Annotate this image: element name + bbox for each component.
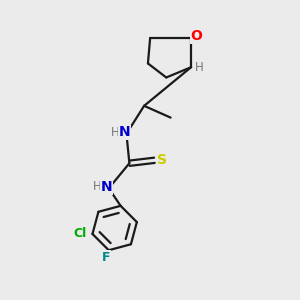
Text: S: S [157, 153, 167, 167]
Text: F: F [101, 251, 110, 264]
Text: N: N [100, 180, 112, 194]
Text: N: N [118, 125, 130, 139]
Text: H: H [111, 126, 120, 139]
Text: O: O [190, 29, 202, 43]
Text: H: H [93, 180, 102, 193]
Text: Cl: Cl [74, 227, 87, 241]
Text: H: H [195, 61, 204, 74]
